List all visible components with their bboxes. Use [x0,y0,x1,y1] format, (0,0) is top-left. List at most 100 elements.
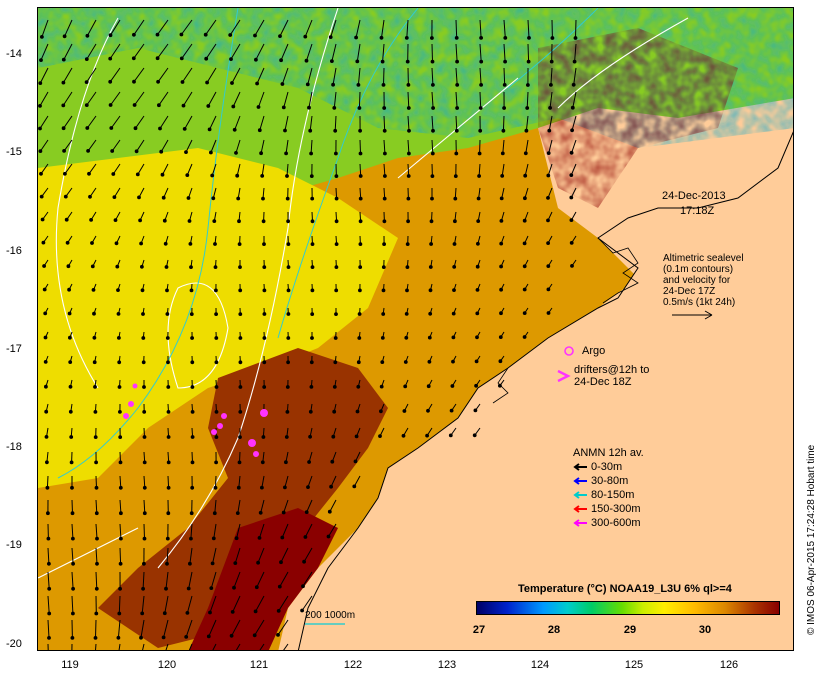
velocity-vector [39,91,49,107]
velocity-vector-head [472,433,477,438]
velocity-vector [330,475,337,487]
velocity-vector-head [455,83,460,87]
velocity-vector-head [352,484,357,489]
velocity-vector-head [300,608,305,613]
velocity-vector-head [115,264,120,269]
velocity-vector-head [452,265,457,269]
velocity-vector-head [231,104,236,109]
velocity-vector-head [571,82,576,87]
velocity-vector [209,595,217,613]
x-tick-label: 124 [530,659,550,671]
velocity-vector-head [403,384,408,389]
velocity-vector-head [95,561,99,566]
velocity-vector-head [451,359,455,364]
velocity-vector [235,139,241,154]
velocity-vector-head [379,409,383,414]
velocity-vector [334,115,337,131]
velocity-vector [359,139,361,154]
velocity-vector-head [309,174,314,179]
velocity-vector [86,115,97,129]
velocity-vector-head [358,265,363,270]
velocity-vector-head [406,106,411,110]
argo-marker-icon [564,346,574,356]
velocity-vector-head [479,36,484,40]
velocity-vector [234,115,241,130]
velocity-vector-head [261,219,266,224]
velocity-vector-head [479,83,484,87]
velocity-vector-head [68,360,73,365]
velocity-vector-head [448,433,453,438]
velocity-vector-head [205,80,210,85]
velocity-vector-head [453,219,457,224]
velocity-vector-head [214,336,219,340]
velocity-vector [407,139,410,154]
velocity-vector-head [334,265,339,270]
velocity-vector [431,115,434,131]
velocity-vector [503,67,506,85]
velocity-vector-head [46,536,51,541]
velocity-vector-head [212,511,217,516]
velocity-vector-head [256,105,261,109]
velocity-vector-head [334,151,338,156]
velocity-vector-head [132,79,136,84]
velocity-vector-head [94,460,98,465]
velocity-vector [310,139,313,154]
velocity-vector-head [117,336,121,340]
velocity-vector [570,163,577,176]
colorbar-tick: 29 [623,624,637,636]
velocity-vector [185,139,193,153]
velocity-vector-head [476,196,481,201]
velocity-vector-head [179,56,184,61]
velocity-vector-head [499,196,504,201]
velocity-vector-head [284,435,289,439]
velocity-vector [40,43,49,61]
velocity-vector-head [233,561,238,565]
velocity-vector-head [425,433,430,438]
velocity-vector [455,19,458,38]
velocity-vector-head [547,128,552,133]
velocity-vector-head [256,560,261,565]
velocity-vector [231,67,241,84]
velocity-vector-head [44,384,48,389]
velocity-vector [158,91,169,106]
velocity-vector-head [232,127,237,132]
velocity-vector-head [116,288,120,293]
velocity-vector-head [285,385,290,389]
velocity-vector-head [430,59,435,64]
velocity-vector-head [45,485,50,490]
velocity-vector [549,91,553,108]
x-tick-label: 119 [61,659,79,671]
velocity-vector-head [257,128,262,133]
velocity-vector-head [95,536,99,541]
velocity-vector [95,643,97,650]
velocity-vector-head [39,194,44,199]
velocity-vector-head [522,218,527,223]
velocity-vector-head [429,219,434,224]
velocity-vector-head [182,127,187,131]
velocity-vector-head [64,217,69,222]
date-label: 24-Dec-2013 [662,190,726,202]
velocity-vector-head [179,32,184,37]
velocity-vector [133,19,145,36]
velocity-vector-head [85,126,90,130]
velocity-vector [63,115,73,129]
velocity-vector [63,43,73,60]
velocity-vector-head [113,218,118,223]
velocity-vector-head [309,360,314,365]
velocity-vector-head [39,58,43,62]
velocity-vector-head [262,312,267,316]
velocity-vector-head [430,196,434,201]
velocity-vector-head [353,459,358,464]
velocity-vector-head [303,34,308,39]
velocity-vector-head [285,196,290,201]
velocity-vector [157,43,169,59]
velocity-vector-head [302,559,307,564]
sst-map [37,7,794,651]
velocity-vector-head [330,459,335,464]
velocity-vector [356,43,361,62]
velocity-vector-head [210,173,215,178]
velocity-vector [186,163,193,176]
velocity-vector [260,499,265,513]
velocity-vector [431,91,434,109]
velocity-vector [383,67,385,85]
